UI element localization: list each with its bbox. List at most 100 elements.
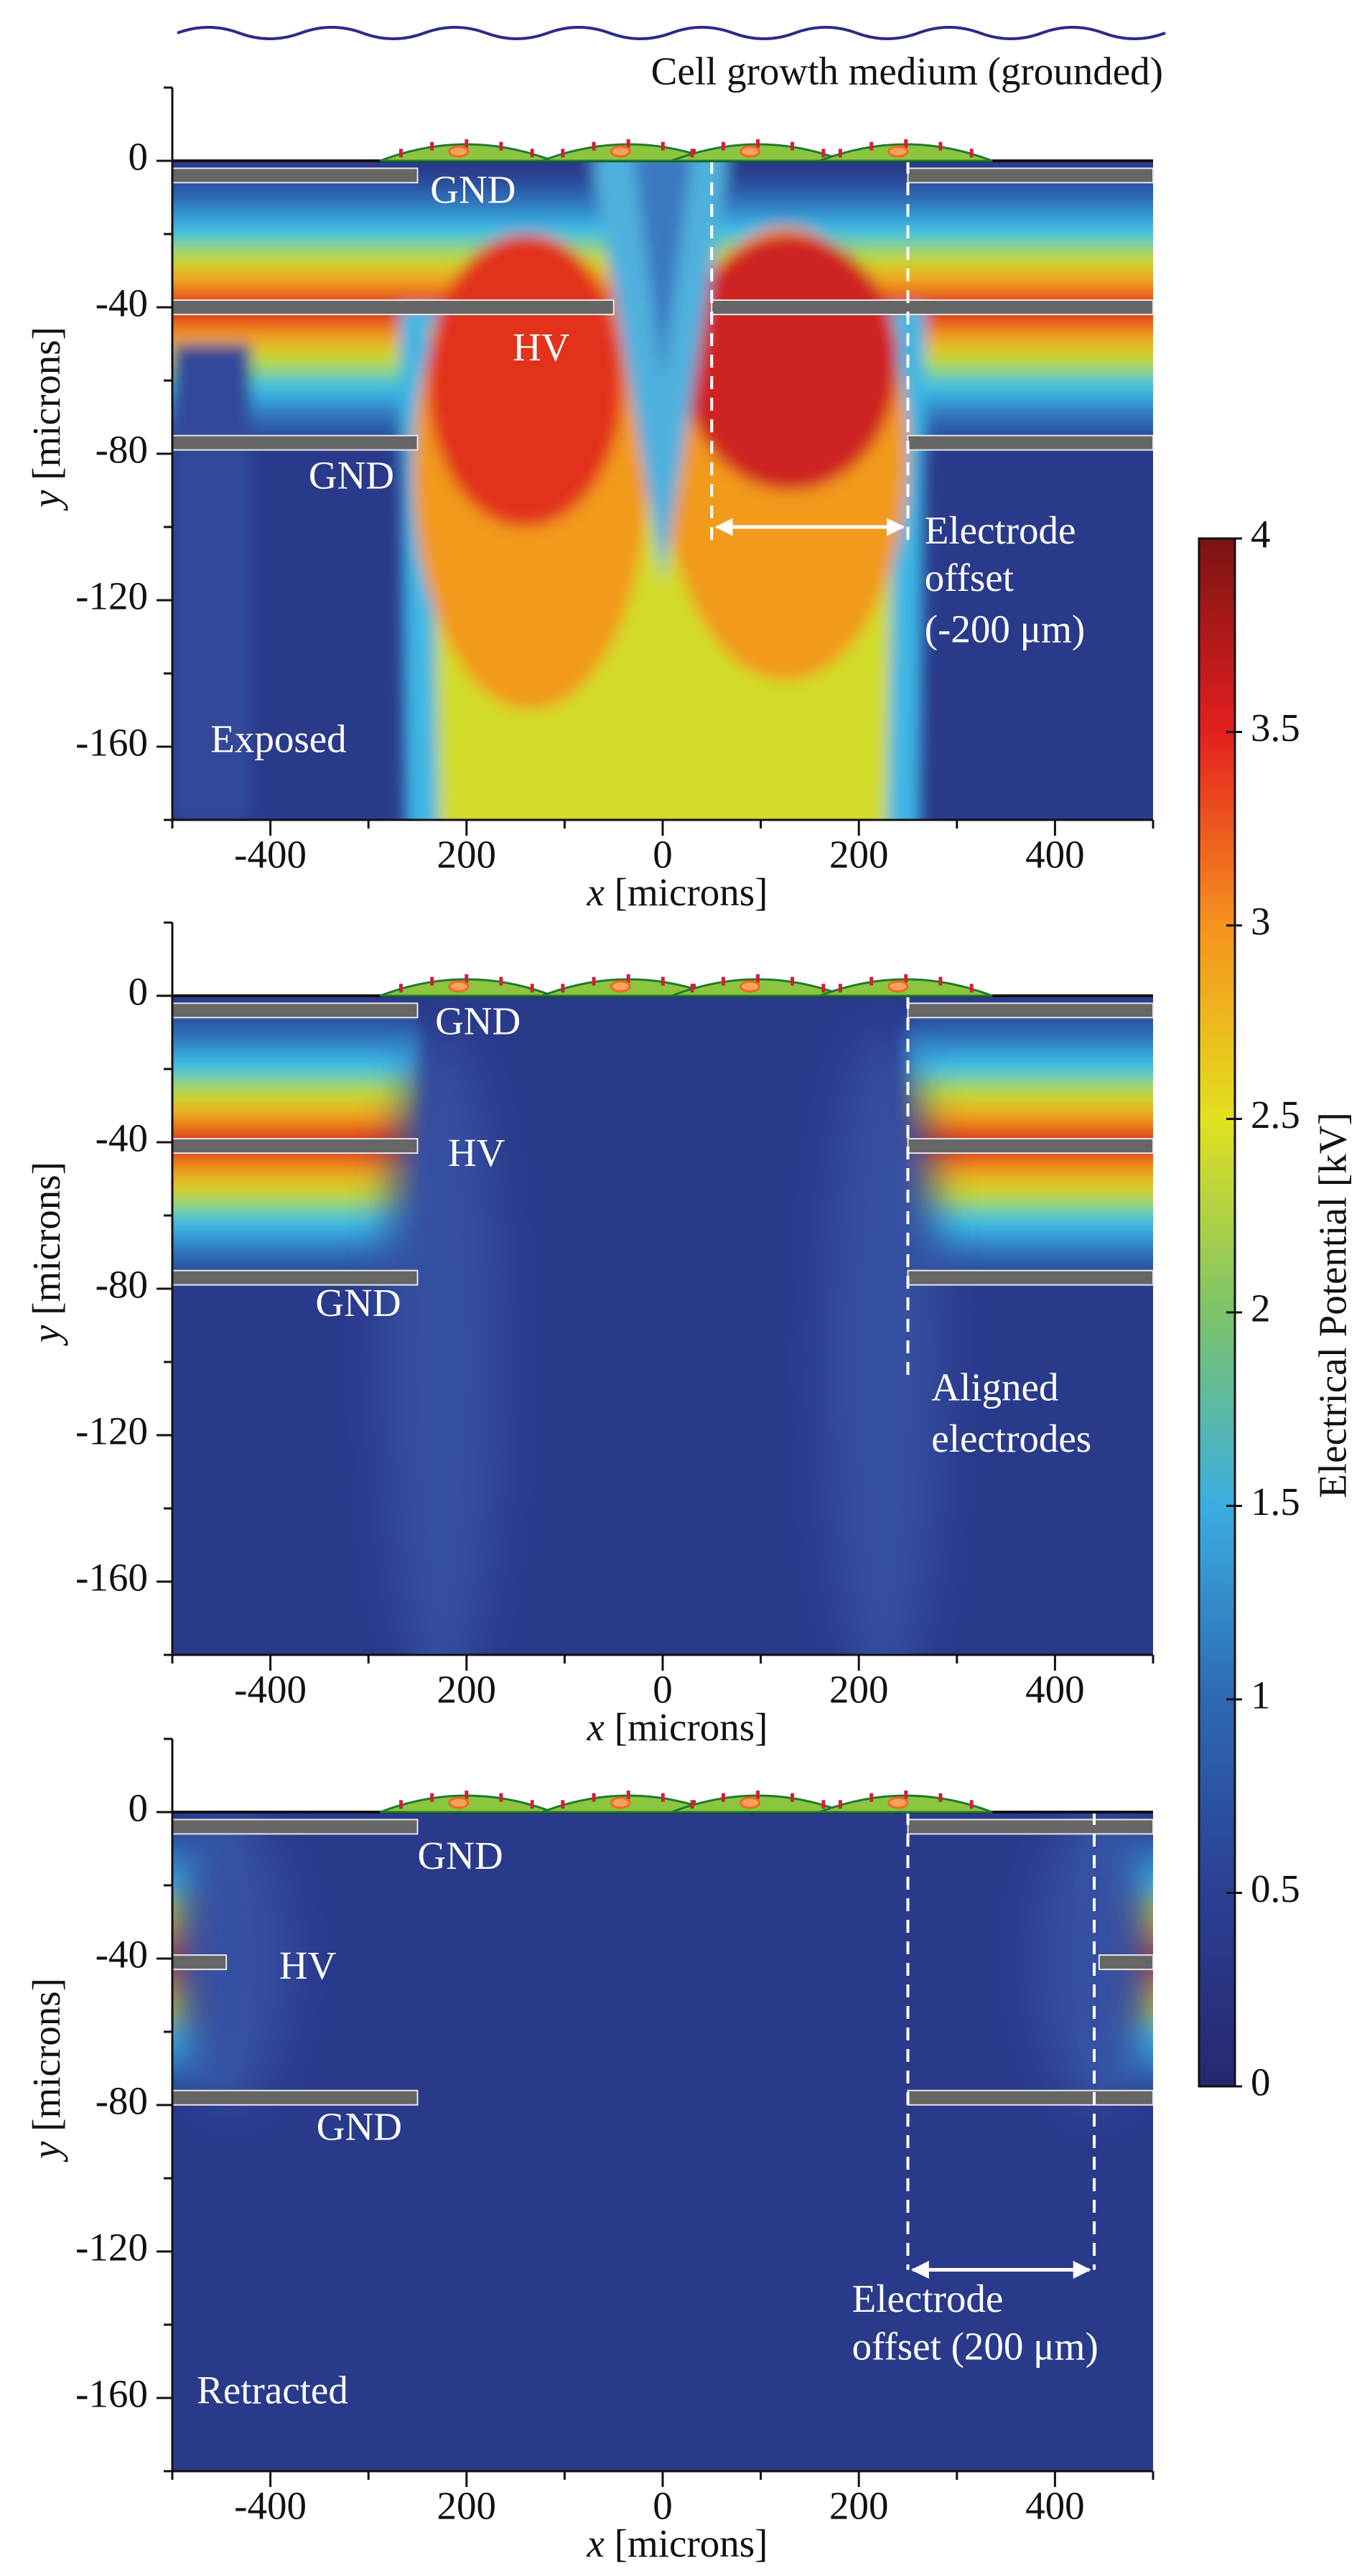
electrode — [172, 1002, 419, 1019]
electrode — [907, 1002, 1154, 1019]
y-tick-label: -40 — [95, 1116, 148, 1160]
y-tick-label: -120 — [75, 1409, 148, 1453]
annotation: electrodes — [931, 1417, 1091, 1460]
electrode — [172, 434, 419, 451]
edge-glow — [172, 344, 251, 820]
colorbar-tick-label: 1.5 — [1251, 1480, 1300, 1523]
annotation: Electrode — [852, 2277, 1004, 2320]
x-axis-label: x [microns] — [586, 2521, 768, 2565]
cell-nucleus — [887, 1796, 909, 1809]
electrode — [172, 167, 419, 184]
x-tick-label: 200 — [829, 1668, 889, 1712]
potential-region — [591, 161, 729, 582]
cell-nucleus — [448, 980, 470, 993]
y-axis-label: y [microns] — [24, 1978, 68, 2162]
cell-nucleus — [887, 980, 909, 993]
annotation: GND — [435, 999, 521, 1042]
x-tick-label: 200 — [437, 2484, 497, 2528]
y-tick-label: -80 — [95, 428, 148, 472]
y-tick-label: 0 — [129, 970, 149, 1014]
x-tick-label: 200 — [829, 833, 889, 877]
colorbar-tick-label: 2 — [1251, 1287, 1271, 1330]
annotation: GND — [309, 453, 394, 497]
y-tick-label: -160 — [75, 2372, 148, 2416]
y-tick-label: -40 — [95, 1933, 148, 1977]
colorbar-tick-label: 1 — [1251, 1674, 1271, 1717]
x-tick-label: 0 — [653, 2484, 673, 2528]
colorbar-tick-label: 3.5 — [1251, 706, 1300, 750]
y-tick-label: -160 — [75, 1556, 148, 1600]
field-halo — [383, 1032, 943, 1655]
field — [172, 996, 1153, 1655]
x-axis-label: x [microns] — [586, 870, 768, 914]
potential-region — [172, 1812, 290, 2105]
annotation: HV — [448, 1131, 505, 1175]
annotation: (-200 μm) — [925, 607, 1085, 651]
potential-region — [1035, 1812, 1153, 2105]
cell-nucleus — [610, 1796, 631, 1809]
x-tick-label: 400 — [1025, 833, 1085, 877]
x-tick-label: 200 — [437, 833, 497, 877]
colorbar-tick-label: 2.5 — [1251, 1093, 1300, 1137]
annotation: offset — [925, 556, 1014, 599]
colorbar-label: Electrical Potential [kV] — [1311, 1112, 1355, 1498]
annotation: GND — [418, 1834, 503, 1877]
y-tick-label: -160 — [75, 721, 148, 765]
x-tick-label: -400 — [234, 2484, 307, 2528]
electrode — [172, 1954, 228, 1971]
electrode — [907, 434, 1154, 451]
cell-nucleus — [448, 145, 470, 158]
cell-nucleus — [740, 145, 761, 158]
y-tick-label: -80 — [95, 2079, 148, 2123]
annotation: GND — [317, 2104, 402, 2148]
cell-nucleus — [448, 1796, 470, 1809]
electrode — [172, 1819, 419, 1835]
annotation: GND — [315, 1281, 401, 1325]
y-axis-label: y [microns] — [24, 1162, 68, 1346]
electrode — [907, 2089, 1154, 2106]
colorbar-tick-label: 4 — [1251, 513, 1271, 556]
annotation: HV — [513, 325, 570, 369]
electrode — [172, 2089, 419, 2106]
electrode — [172, 299, 615, 315]
cell-nucleus — [740, 980, 761, 993]
electrode — [1098, 1954, 1154, 1971]
cell-nucleus — [740, 1796, 761, 1809]
field-background — [172, 1812, 1153, 2471]
potential-region — [634, 161, 691, 381]
electrode — [907, 1819, 1154, 1835]
annotation: offset (200 μm) — [852, 2324, 1099, 2368]
y-tick-label: 0 — [129, 1786, 149, 1830]
x-tick-label: 0 — [653, 833, 673, 877]
annotation: Electrode — [925, 508, 1076, 552]
field — [172, 1812, 1153, 2471]
y-tick-label: 0 — [129, 135, 149, 179]
colorbar-tick-label: 3 — [1251, 900, 1271, 943]
potential-region — [427, 234, 624, 527]
annotation: HV — [279, 1943, 337, 1987]
chart-title: Cell growth medium (grounded) — [651, 50, 1163, 93]
y-tick-label: -80 — [95, 1263, 148, 1307]
electrode — [907, 1269, 1154, 1286]
field-halo — [172, 1812, 1153, 2105]
x-tick-label: 0 — [653, 1668, 673, 1712]
electrode — [172, 1138, 419, 1154]
potential-region — [824, 1032, 943, 1655]
annotation: GND — [430, 168, 516, 212]
x-tick-label: 400 — [1025, 1668, 1085, 1712]
potential-region — [383, 1032, 501, 1655]
annotation: Exposed — [210, 717, 346, 761]
annotation: Aligned — [931, 1365, 1058, 1409]
potential-region — [682, 234, 898, 490]
annotation: Retracted — [197, 2369, 348, 2412]
x-tick-label: -400 — [234, 833, 307, 877]
y-tick-label: -40 — [95, 281, 148, 325]
y-tick-label: -120 — [75, 2226, 148, 2269]
medium-wave — [177, 26, 1166, 40]
colorbar-tick-label: 0.5 — [1251, 1867, 1300, 1910]
x-axis-label: x [microns] — [586, 1705, 768, 1749]
y-tick-label: -120 — [75, 574, 148, 618]
cell-nucleus — [610, 145, 631, 158]
x-tick-label: 400 — [1025, 2484, 1085, 2528]
